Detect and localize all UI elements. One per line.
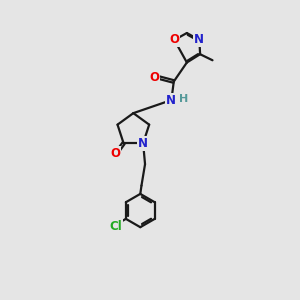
Text: O: O [110, 147, 120, 160]
Text: N: N [166, 94, 176, 106]
Text: Cl: Cl [109, 220, 122, 232]
Text: N: N [138, 137, 148, 150]
Text: H: H [178, 94, 188, 104]
Text: O: O [149, 71, 159, 84]
Text: O: O [169, 33, 179, 46]
Text: N: N [194, 33, 204, 46]
